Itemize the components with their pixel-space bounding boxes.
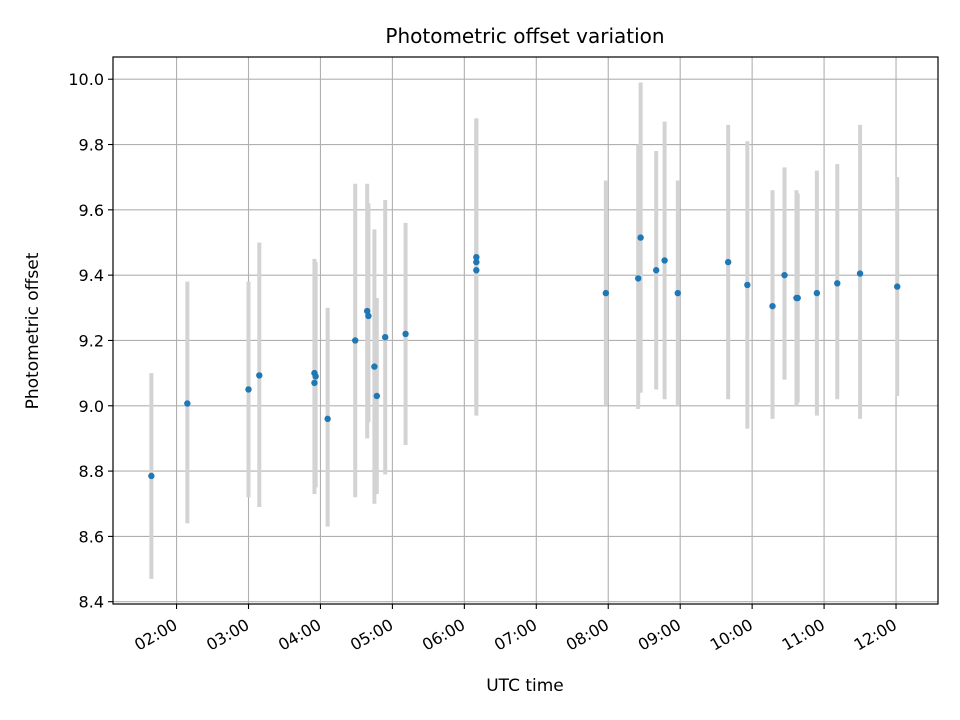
data-point [794,294,801,302]
chart-title: Photometric offset variation [385,24,664,48]
y-tick-label: 8.4 [79,593,104,612]
data-point [813,289,821,297]
data-points [148,234,901,480]
y-axis-ticks: 8.4 8.6 8.8 9.0 9.2 9.4 9.6 9.8 10.0 [68,70,113,612]
data-point [324,415,331,423]
data-point [373,392,381,400]
data-point [256,372,263,379]
y-axis-label: Photometric offset [23,252,43,409]
data-point [769,302,776,310]
data-point [473,253,480,261]
data-point [184,400,191,407]
y-tick-label: 8.8 [79,462,104,481]
plot-area [113,57,938,604]
y-tick-label: 9.6 [79,201,104,220]
data-point [637,234,644,241]
plot-frame [112,56,939,605]
x-axis-label: UTC time [486,676,564,696]
data-point [674,289,681,297]
data-point [602,289,610,297]
y-tick-label: 10.0 [68,70,104,89]
data-point [781,271,788,279]
data-point [371,363,378,370]
data-point [365,312,372,320]
data-point [364,307,371,315]
data-point [653,267,660,274]
data-point [473,267,480,274]
data-point [382,333,389,341]
y-tick-label: 9.2 [79,331,104,350]
y-tick-label: 9.8 [79,136,104,155]
data-point [856,270,864,277]
data-point [744,281,751,289]
data-point [473,258,480,266]
y-tick-label: 8.6 [79,527,104,546]
data-point [245,386,252,393]
data-point [661,257,668,264]
data-point [352,337,359,344]
data-point [402,330,409,338]
data-point [724,258,732,266]
data-point [635,275,642,282]
data-point [312,373,319,380]
data-point [894,283,901,290]
data-point [834,280,841,287]
data-point [148,472,155,480]
y-tick-label: 9.4 [79,266,104,285]
y-tick-label: 9.0 [79,397,104,416]
data-point [311,379,318,387]
